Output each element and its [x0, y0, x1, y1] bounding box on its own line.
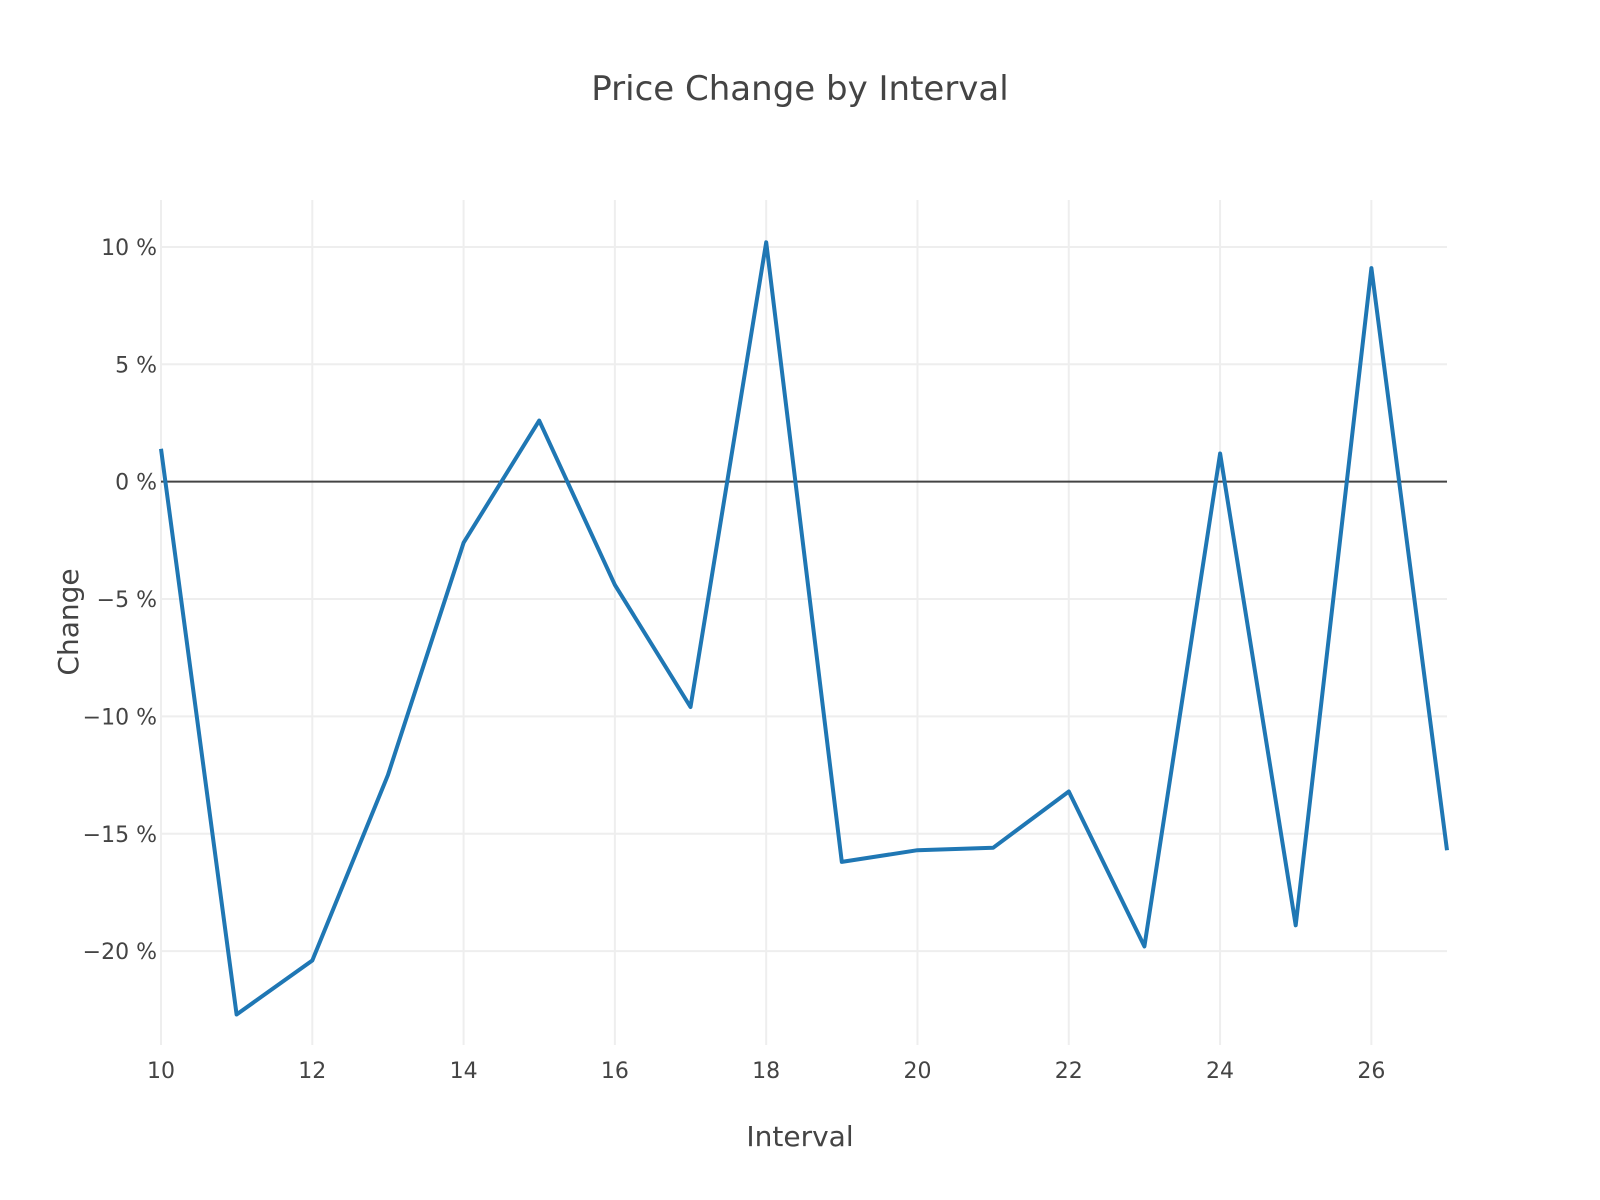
data-point — [991, 846, 995, 850]
x-tick-label: 20 — [903, 1059, 931, 1084]
data-point — [613, 583, 617, 587]
y-axis-title: Change — [52, 568, 85, 675]
data-point — [310, 959, 314, 963]
y-tick-label: −20 % — [83, 940, 157, 965]
y-tick-label: 0 % — [115, 471, 157, 496]
data-point — [462, 541, 466, 545]
x-tick-label: 24 — [1206, 1059, 1234, 1084]
data-point — [386, 773, 390, 777]
data-point — [1218, 452, 1222, 456]
x-tick-label: 10 — [147, 1059, 175, 1084]
chart-title: Price Change by Interval — [591, 69, 1008, 109]
series-line-change — [159, 240, 1449, 1017]
data-point — [1294, 923, 1298, 927]
y-tick-label: −10 % — [83, 705, 157, 730]
x-axis-title: Interval — [746, 1120, 853, 1153]
x-tick-label: 16 — [601, 1059, 629, 1084]
x-grid-lines — [160, 200, 1373, 1045]
data-point — [1142, 944, 1146, 948]
y-tick-label: 5 % — [115, 353, 157, 378]
data-point — [1445, 848, 1449, 852]
x-tick-label: 18 — [752, 1059, 780, 1084]
y-grid-lines — [161, 245, 1447, 953]
x-tick-label: 12 — [298, 1059, 326, 1084]
y-tick-label: −5 % — [97, 588, 157, 613]
y-tick-label: 10 % — [101, 236, 157, 261]
data-point — [159, 447, 163, 451]
y-tick-label: −15 % — [83, 823, 157, 848]
data-point — [689, 705, 693, 709]
data-point — [764, 240, 768, 244]
x-tick-label: 22 — [1055, 1059, 1083, 1084]
data-point — [235, 1012, 239, 1016]
data-point — [537, 419, 541, 423]
data-point — [915, 848, 919, 852]
data-point — [1369, 266, 1373, 270]
series-group — [159, 240, 1449, 1017]
data-point — [1067, 790, 1071, 794]
x-axis-ticks: 10 12 14 16 18 20 22 24 26 — [147, 1059, 1385, 1084]
data-point — [840, 860, 844, 864]
x-tick-label: 26 — [1357, 1059, 1385, 1084]
x-tick-label: 14 — [450, 1059, 478, 1084]
y-axis-ticks: 10 % 5 % 0 % −5 % −10 % −15 % −20 % — [83, 236, 157, 965]
